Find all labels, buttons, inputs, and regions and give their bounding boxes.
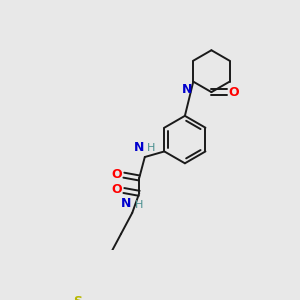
Text: N: N [182, 83, 192, 96]
Text: N: N [134, 141, 144, 154]
Text: O: O [112, 184, 122, 196]
Text: H: H [134, 200, 143, 209]
Text: S: S [73, 295, 82, 300]
Text: O: O [228, 85, 239, 99]
Text: N: N [121, 196, 131, 209]
Text: O: O [112, 168, 122, 181]
Text: H: H [147, 143, 155, 153]
